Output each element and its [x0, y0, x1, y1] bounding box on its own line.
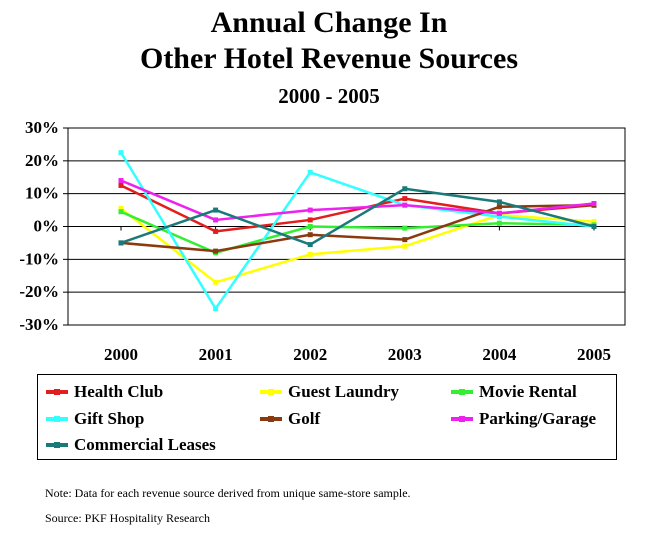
- data-point-commercial-leases: [496, 199, 502, 205]
- data-point-commercial-leases: [591, 224, 597, 229]
- x-tick-label: 2002: [293, 345, 327, 364]
- legend-item-movie-rental: Movie Rental: [451, 381, 577, 403]
- data-point-parking-garage: [213, 217, 219, 223]
- line-chart: -30% -20% -10% 0% 10% 20% 30% 2000 2001 2002 2003 2…: [19, 118, 626, 364]
- data-point-health-club: [402, 196, 408, 202]
- legend-item-parking-garage: Parking/Garage: [451, 408, 596, 430]
- source-note: Source: PKF Hospitality Research: [45, 511, 210, 525]
- x-tick-label: 2005: [577, 345, 611, 364]
- data-point-movie-rental: [118, 209, 124, 215]
- x-tick-label: 2004: [482, 345, 517, 364]
- data-point-movie-rental: [307, 224, 313, 229]
- legend-swatch: [451, 387, 473, 397]
- chart-subtitle: 2000 - 2005: [278, 84, 380, 108]
- series-line-parking-garage: [120, 179, 595, 222]
- y-tick-label: 20%: [25, 151, 59, 170]
- y-tick-label: 30%: [25, 118, 59, 137]
- series-line-guest-laundry: [120, 207, 595, 284]
- data-point-health-club: [213, 228, 219, 234]
- data-point-parking-garage: [591, 201, 597, 207]
- y-tick-label: 10%: [25, 184, 59, 203]
- data-point-gift-shop: [307, 169, 313, 175]
- y-tick-label: -10%: [19, 249, 59, 268]
- legend-swatch: [451, 414, 473, 424]
- legend-label: Guest Laundry: [288, 382, 399, 401]
- data-point-commercial-leases: [402, 186, 408, 192]
- data-point-parking-garage: [118, 178, 124, 184]
- series-line-movie-rental: [120, 210, 595, 255]
- legend-swatch: [260, 414, 282, 424]
- legend-item-commercial-leases: Commercial Leases: [46, 434, 216, 456]
- data-point-gift-shop: [213, 306, 219, 312]
- legend-item-gift-shop: Gift Shop: [46, 408, 144, 430]
- data-point-commercial-leases: [118, 240, 124, 246]
- y-tick-label: -20%: [19, 282, 59, 301]
- legend-item-health-club: Health Club: [46, 381, 163, 403]
- data-point-guest-laundry: [591, 219, 597, 225]
- footnote: Note: Data for each revenue source deriv…: [45, 486, 411, 500]
- chart-title-line1: Annual Change In: [210, 6, 448, 39]
- data-point-commercial-leases: [307, 242, 313, 248]
- data-point-golf: [402, 237, 408, 243]
- data-point-commercial-leases: [213, 207, 219, 213]
- x-tick-label: 2000: [104, 345, 138, 364]
- legend-swatch: [260, 387, 282, 397]
- legend-swatch: [46, 414, 68, 424]
- legend-label: Health Club: [74, 382, 164, 401]
- data-point-guest-laundry: [118, 205, 124, 211]
- data-point-golf: [307, 232, 313, 238]
- legend-label: Parking/Garage: [479, 409, 597, 428]
- data-point-movie-rental: [402, 225, 408, 231]
- legend-label: Golf: [288, 409, 321, 428]
- x-tick-label: 2001: [199, 345, 233, 364]
- legend-swatch: [46, 387, 68, 397]
- legend-label: Movie Rental: [479, 382, 577, 401]
- legend-item-guest-laundry: Guest Laundry: [260, 381, 399, 403]
- series-line-commercial-leases: [120, 187, 595, 246]
- data-point-golf: [213, 248, 219, 254]
- data-point-golf: [496, 204, 502, 210]
- data-point-gift-shop: [118, 150, 124, 156]
- legend-item-golf: Golf: [260, 408, 320, 430]
- data-point-guest-laundry: [213, 279, 219, 285]
- data-point-guest-laundry: [402, 243, 408, 249]
- data-point-health-club: [118, 182, 124, 188]
- data-point-parking-garage: [496, 210, 502, 216]
- chart-legend: Health Club Guest Laundry Movie Rental Gift…: [37, 374, 617, 460]
- legend-swatch: [46, 440, 68, 450]
- data-point-health-club: [307, 217, 313, 223]
- x-tick-label: 2003: [388, 345, 422, 364]
- data-point-gift-shop: [496, 214, 502, 220]
- data-point-parking-garage: [402, 202, 408, 208]
- y-tick-label: -30%: [19, 315, 59, 334]
- data-point-parking-garage: [307, 207, 313, 213]
- chart-title-line2: Other Hotel Revenue Sources: [139, 42, 518, 75]
- data-point-movie-rental: [496, 220, 502, 226]
- legend-label: Gift Shop: [74, 409, 145, 428]
- data-point-guest-laundry: [307, 251, 313, 257]
- series-line-gift-shop: [119, 151, 595, 310]
- legend-label: Commercial Leases: [74, 435, 216, 454]
- y-tick-label: 0%: [34, 217, 60, 236]
